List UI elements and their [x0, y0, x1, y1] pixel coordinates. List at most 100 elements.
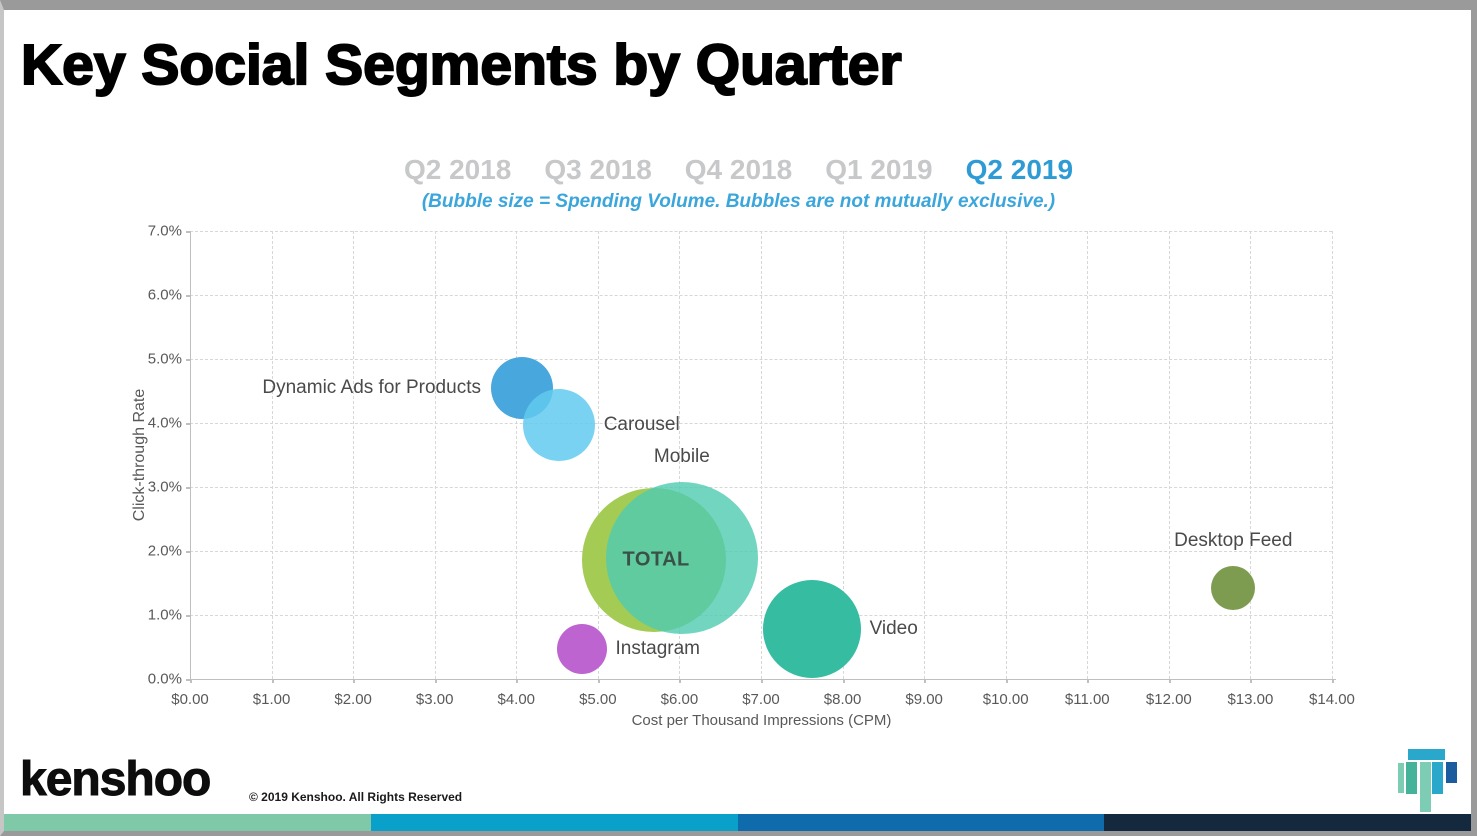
horizontal-gridline: [190, 231, 1332, 232]
y-tick-label: 3.0%: [147, 478, 182, 496]
tab-q4-2018[interactable]: Q4 2018: [684, 154, 793, 185]
x-tick-label: $11.00: [1064, 691, 1110, 708]
x-tick: [842, 679, 845, 683]
footer-bar-segment-2: [370, 814, 738, 831]
x-axis-title: Cost per Thousand Impressions (CPM): [631, 712, 892, 729]
x-tick: [597, 679, 600, 683]
y-tick-label: 1.0%: [147, 606, 182, 624]
x-tick: [924, 679, 927, 683]
x-tick: [760, 679, 763, 683]
y-axis-title: Click-through Rate: [131, 388, 148, 522]
vertical-gridline: [434, 231, 436, 679]
bubble-desktop-feed: [1211, 566, 1256, 611]
vertical-gridline: [271, 231, 273, 679]
kenshoo-mark-tall-mint-bar: [1420, 762, 1431, 812]
kenshoo-logo: kenshoo: [19, 753, 211, 807]
vertical-gridline: [1087, 231, 1089, 679]
x-tick: [516, 679, 519, 683]
tab-q1-2019[interactable]: Q1 2019: [825, 154, 933, 185]
vertical-gridline: [353, 231, 355, 679]
kenshoo-mark-navy-block: [1446, 762, 1457, 783]
tab-q3-2018[interactable]: Q3 2018: [544, 154, 652, 185]
bubble-instagram: [556, 623, 607, 674]
x-tick-label: $0.00: [171, 691, 209, 708]
x-tick-label: $5.00: [579, 691, 617, 708]
page-title: Key Social Segments by Quarter: [20, 33, 903, 97]
horizontal-gridline: [190, 551, 1332, 552]
vertical-gridline: [760, 231, 762, 679]
y-tick: [186, 231, 190, 233]
x-tick: [353, 679, 356, 683]
vertical-gridline: [516, 231, 518, 679]
x-tick: [1005, 679, 1008, 683]
vertical-gridline: [1331, 231, 1333, 679]
y-tick: [186, 359, 190, 361]
x-tick: [1250, 679, 1253, 683]
y-tick: [186, 551, 190, 553]
y-tick: [186, 487, 190, 489]
y-axis-line: [190, 231, 191, 683]
x-tick: [190, 679, 192, 683]
y-tick-label: 6.0%: [147, 286, 182, 304]
x-tick-label: $13.00: [1227, 691, 1274, 708]
y-tick-label: 4.0%: [147, 414, 182, 432]
x-tick-label: $3.00: [415, 691, 454, 708]
bubble-mobile: [605, 482, 758, 635]
x-tick: [679, 679, 682, 683]
x-tick: [434, 679, 437, 683]
y-tick-label: 0.0%: [147, 670, 182, 688]
x-tick: [271, 679, 274, 683]
x-tick: [1168, 679, 1171, 683]
vertical-gridline: [1168, 231, 1170, 679]
bubble-carousel: [522, 388, 595, 461]
kenshoo-mark-thin-mint-bar: [1398, 763, 1404, 793]
kenshoo-mark-top-block: [1408, 749, 1445, 760]
vertical-gridline: [924, 231, 926, 679]
footer-bar-segment-3: [737, 814, 1105, 831]
x-tick-label: $8.00: [823, 691, 862, 708]
tab-q2-2019[interactable]: Q2 2019: [965, 154, 1074, 185]
footer-bar-segment-1: [4, 814, 371, 831]
horizontal-gridline: [190, 295, 1332, 296]
tab-q2-2018[interactable]: Q2 2018: [403, 154, 512, 185]
bubble-label-mobile: Mobile: [653, 446, 710, 468]
kenshoo-mark-cyan-bar: [1432, 762, 1443, 794]
x-tick-label: $6.00: [660, 691, 699, 708]
horizontal-gridline: [190, 615, 1332, 616]
x-tick: [1087, 679, 1090, 683]
bubble-label-desktop-feed: Desktop Feed: [1174, 530, 1293, 552]
vertical-gridline: [679, 231, 681, 679]
y-tick-label: 2.0%: [147, 542, 182, 560]
y-tick: [186, 679, 190, 681]
x-tick-label: $12.00: [1145, 691, 1192, 708]
x-tick-label: $9.00: [905, 691, 943, 708]
x-tick-label: $2.00: [334, 691, 372, 708]
quarter-tabs: Q2 2018 Q3 2018 Q4 2018 Q1 2019 Q2 2019: [0, 154, 1477, 186]
bubble-label-carousel: Carousel: [603, 413, 680, 435]
kenshoo-mark-teal-bar: [1406, 762, 1417, 794]
vertical-gridline: [597, 231, 599, 679]
x-tick: [1331, 679, 1334, 683]
copyright-text: © 2019 Kenshoo. All Rights Reserved: [249, 790, 463, 804]
y-tick: [186, 423, 190, 425]
x-tick-label: $14.00: [1309, 691, 1355, 708]
horizontal-gridline: [190, 487, 1332, 488]
bubble-label-total: TOTAL: [622, 548, 690, 571]
x-tick-label: $1.00: [252, 691, 291, 708]
y-tick-label: 5.0%: [147, 350, 182, 368]
x-tick-label: $4.00: [497, 691, 536, 708]
x-tick-label: $10.00: [982, 691, 1029, 708]
y-tick: [186, 615, 190, 617]
bubble-label-video: Video: [869, 618, 918, 640]
vertical-gridline: [1250, 231, 1252, 679]
vertical-gridline: [842, 231, 844, 679]
horizontal-gridline: [190, 423, 1332, 424]
chart-subtitle: (Bubble size = Spending Volume. Bubbles …: [421, 191, 1056, 212]
x-tick-label: $7.00: [742, 691, 780, 708]
bubble-label-instagram: Instagram: [615, 637, 701, 659]
vertical-gridline: [1005, 231, 1007, 679]
bubble-label-dynamic-ads: Dynamic Ads for Products: [262, 376, 481, 398]
bubble-video: [762, 580, 861, 679]
